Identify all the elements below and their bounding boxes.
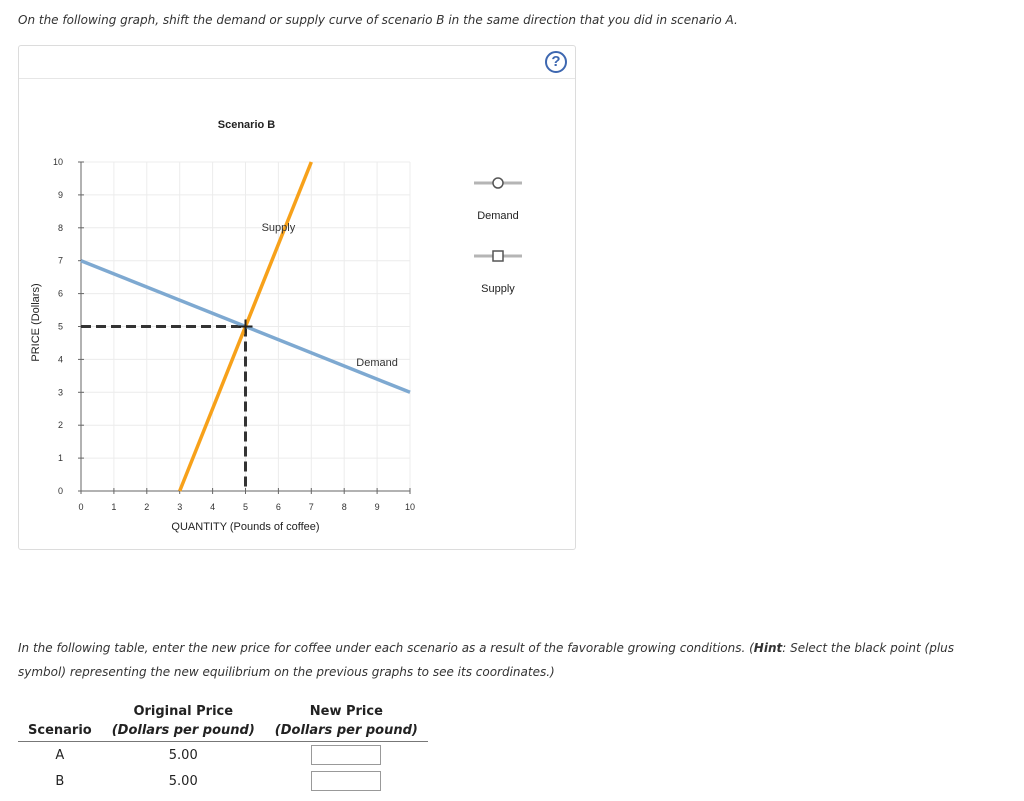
table-instruction-text: In the following table, enter the new pr… <box>18 636 978 684</box>
header-new-price: New Price <box>309 704 383 719</box>
instruction-part-2: : Select the black point (plus symbol) r… <box>18 641 955 679</box>
new-price-cell <box>265 742 428 769</box>
y-axis-title: PRICE (Dollars) <box>30 283 42 361</box>
header-original-units: (Dollars per pound) <box>101 719 265 742</box>
new-price-input-b[interactable] <box>311 771 382 791</box>
y-tick-label: 1 <box>58 453 63 463</box>
y-tick-label: 7 <box>58 256 63 266</box>
y-tick-label: 2 <box>58 420 63 430</box>
y-tick-label: 5 <box>58 322 63 332</box>
y-tick-label: 6 <box>58 289 63 299</box>
scenario-cell: A <box>55 747 65 763</box>
header-new-units: (Dollars per pound) <box>264 719 428 742</box>
table-row: A 5.00 <box>18 742 428 769</box>
help-icon[interactable]: ? <box>545 51 567 73</box>
x-tick-label: 1 <box>111 502 116 512</box>
price-table: Original Price New Price Scenario (Dolla… <box>18 697 428 794</box>
y-tick-label: 9 <box>58 190 63 200</box>
y-tick-label: 10 <box>53 157 63 167</box>
x-tick-label: 3 <box>177 502 182 512</box>
graph-panel: ? 0 1 2 3 4 5 6 7 8 9 10 0 1 2 3 4 5 6 7 8 9 10 Scenario B QUAN… <box>18 45 576 550</box>
x-tick-label: 10 <box>405 502 415 512</box>
y-tick-label: 0 <box>58 486 63 496</box>
instruction-text: On the following graph, shift the demand… <box>18 13 738 27</box>
demand-curve-label: Demand <box>356 357 398 369</box>
scenario-cell: B <box>55 773 65 789</box>
table-row: B 5.00 <box>18 768 428 794</box>
original-price-cell: 5.00 <box>168 747 198 763</box>
supply-curve-label: Supply <box>262 222 296 234</box>
y-tick-label: 8 <box>58 223 63 233</box>
header-blank <box>18 697 102 719</box>
table-header-row-2: Scenario (Dollars per pound) (Dollars pe… <box>18 719 428 742</box>
header-original-price: Original Price <box>133 704 234 719</box>
x-tick-label: 9 <box>375 502 380 512</box>
x-tick-label: 7 <box>309 502 314 512</box>
x-tick-label: 2 <box>144 502 149 512</box>
x-tick-label: 0 <box>78 502 83 512</box>
circle-line-icon[interactable] <box>492 177 504 189</box>
new-price-input-a[interactable] <box>311 745 382 765</box>
new-price-cell <box>265 768 428 794</box>
header-scenario: Scenario <box>18 719 102 742</box>
legend-label-supply: Supply <box>481 283 515 295</box>
square-line-icon[interactable] <box>492 250 504 262</box>
hint-label: Hint <box>753 641 783 655</box>
y-tick-label: 4 <box>58 354 63 364</box>
legend-label-demand: Demand <box>477 210 519 222</box>
panel-header: ? <box>19 46 575 79</box>
x-axis-title: QUANTITY (Pounds of coffee) <box>171 521 319 533</box>
x-tick-label: 8 <box>342 502 347 512</box>
table-header-row-1: Original Price New Price <box>18 697 428 719</box>
x-tick-label: 5 <box>243 502 248 512</box>
x-tick-label: 4 <box>210 502 215 512</box>
scenario-b-chart: 0 1 2 3 4 5 6 7 8 9 10 0 1 2 3 4 5 6 7 8 9 10 Scenario B QUANTI… <box>30 119 522 533</box>
chart-title: Scenario B <box>218 119 276 131</box>
equilibrium-point-plus-icon[interactable] <box>238 319 253 334</box>
instruction-part-1: In the following table, enter the new pr… <box>18 641 754 655</box>
y-tick-label: 3 <box>58 387 63 397</box>
x-tick-label: 6 <box>276 502 281 512</box>
original-price-cell: 5.00 <box>168 773 198 789</box>
